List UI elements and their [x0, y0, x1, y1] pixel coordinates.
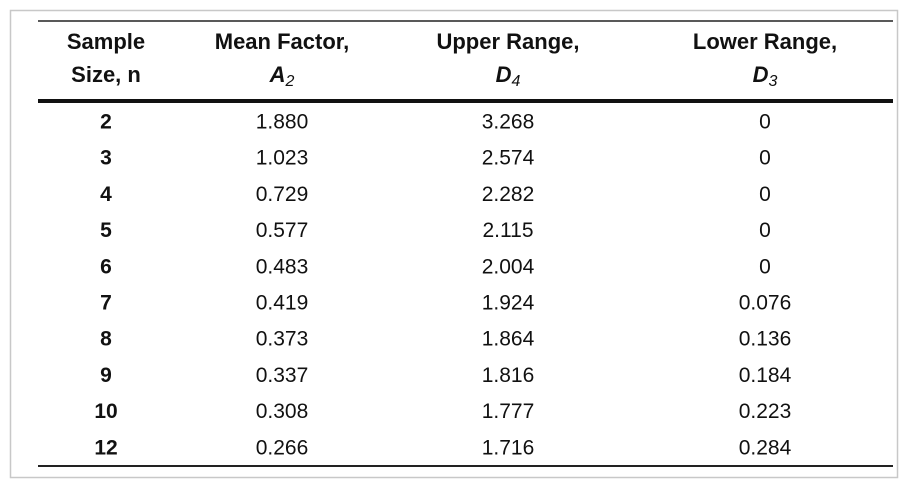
frame: [9, 9, 899, 479]
factor-value: 2.574: [482, 147, 535, 170]
factor-value: 0: [759, 183, 771, 206]
factor-value: 0.308: [256, 400, 309, 423]
factor-value: 0.577: [256, 219, 309, 242]
factor-value: 0: [759, 219, 771, 242]
header-label: Size, n: [71, 62, 141, 87]
sample-size: 8: [100, 328, 112, 351]
factor-value: 3.268: [482, 111, 535, 134]
factor-value: 0: [759, 147, 771, 170]
symbol: D: [496, 62, 512, 87]
factor-value: 0.184: [739, 364, 792, 387]
factor-value: 1.716: [482, 436, 535, 459]
factor-value: 0.483: [256, 255, 309, 278]
factor-value: 1.880: [256, 111, 309, 134]
factor-value: 2.004: [482, 255, 535, 278]
factor-value: 0.266: [256, 436, 309, 459]
factor-value: 0.337: [256, 364, 309, 387]
factor-value: 0.419: [256, 292, 309, 315]
factor-value: 0.373: [256, 328, 309, 351]
header-symbol: D3: [753, 62, 778, 90]
subscript: 3: [768, 73, 777, 90]
factor-value: 1.816: [482, 364, 535, 387]
factor-value: 0.136: [739, 328, 792, 351]
symbol: D: [753, 62, 769, 87]
factor-value: 2.115: [483, 219, 534, 242]
factor-value: 1.924: [482, 292, 535, 315]
factor-value: 2.282: [482, 183, 535, 206]
sample-size: 3: [100, 147, 112, 170]
factor-value: 0.223: [739, 400, 792, 423]
header-label: Mean Factor,: [215, 29, 349, 54]
sample-size: 4: [100, 183, 112, 206]
factor-value: 1.864: [482, 328, 535, 351]
header-symbol: D4: [496, 62, 521, 90]
symbol: A: [269, 62, 286, 87]
header-symbol: A2: [269, 62, 295, 90]
sample-size: 6: [100, 255, 112, 278]
sample-size: 10: [94, 400, 117, 423]
subscript: 2: [284, 73, 294, 90]
factor-value: 0: [759, 111, 771, 134]
header-label: Upper Range,: [436, 29, 579, 54]
sample-size: 9: [100, 364, 112, 387]
factor-value: 1.777: [482, 400, 535, 423]
header-label: Lower Range,: [693, 29, 837, 54]
factor-value: 0.076: [739, 292, 792, 315]
sample-size: 5: [100, 219, 112, 242]
header-label: Sample: [67, 29, 145, 54]
factor-value: 1.023: [256, 147, 309, 170]
sample-size: 7: [100, 292, 112, 315]
factor-value: 0: [759, 255, 771, 278]
subscript: 4: [511, 73, 520, 90]
factor-value: 0.284: [739, 436, 792, 459]
factor-value: 0.729: [256, 183, 309, 206]
sample-size: 2: [100, 111, 112, 134]
sample-size: 12: [94, 436, 117, 459]
